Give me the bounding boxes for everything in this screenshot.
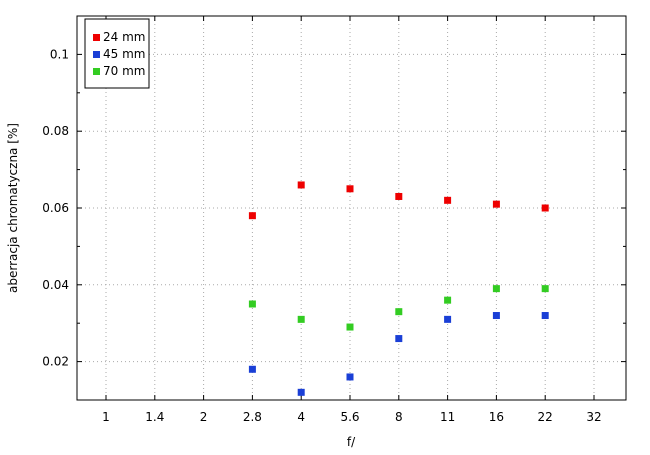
point-70mm [444, 296, 452, 304]
legend-item-45mm: 45 mm [93, 47, 145, 61]
legend-label-24mm: 24 mm [103, 30, 145, 44]
legend: 24 mm 45 mm 70 mm [84, 18, 150, 89]
x-axis-title: f/ [347, 435, 356, 449]
point-45mm [248, 365, 256, 373]
point-70mm [541, 285, 549, 293]
point-70mm [395, 308, 403, 316]
y-tick-label: 0.08 [42, 124, 69, 138]
point-45mm [346, 373, 354, 381]
x-tick-label: 16 [489, 410, 504, 424]
y-tick-label: 0.06 [42, 201, 69, 215]
point-24mm [395, 192, 403, 200]
point-70mm [248, 300, 256, 308]
x-tick-label: 5.6 [340, 410, 359, 424]
point-70mm [346, 323, 354, 331]
x-tick-label: 2 [200, 410, 208, 424]
point-24mm [541, 204, 549, 212]
point-24mm [346, 185, 354, 193]
legend-label-70mm: 70 mm [103, 64, 145, 78]
x-tick-label: 32 [586, 410, 601, 424]
x-tick-label: 1 [102, 410, 110, 424]
x-tick-label: 8 [395, 410, 403, 424]
x-tick-label: 1.4 [145, 410, 164, 424]
y-axis-title: aberracja chromatyczna [%] [6, 123, 20, 293]
x-tick-label: 4 [297, 410, 305, 424]
legend-swatch-24mm [93, 34, 100, 41]
point-45mm [444, 315, 452, 323]
y-tick-label: 0.04 [42, 278, 69, 292]
point-24mm [492, 200, 500, 208]
point-45mm [492, 312, 500, 320]
y-tick-label: 0.1 [50, 47, 69, 61]
grid [77, 16, 626, 400]
point-24mm [297, 181, 305, 189]
y-tick-label: 0.02 [42, 355, 69, 369]
point-70mm [297, 315, 305, 323]
point-24mm [248, 212, 256, 220]
data-points [248, 181, 549, 396]
x-tick-label: 11 [440, 410, 455, 424]
legend-item-24mm: 24 mm [93, 30, 145, 44]
point-45mm [395, 335, 403, 343]
point-45mm [297, 388, 305, 396]
point-24mm [444, 196, 452, 204]
point-45mm [541, 312, 549, 320]
x-tick-labels: 1 1.4 2 2.8 4 5.6 8 11 16 22 32 [102, 410, 601, 424]
legend-item-70mm: 70 mm [93, 64, 145, 78]
x-tick-label: 2.8 [243, 410, 262, 424]
legend-swatch-70mm [93, 68, 100, 75]
legend-label-45mm: 45 mm [103, 47, 145, 61]
x-tick-label: 22 [538, 410, 553, 424]
point-70mm [492, 285, 500, 293]
legend-swatch-45mm [93, 51, 100, 58]
y-tick-labels: 0.02 0.04 0.06 0.08 0.1 [42, 47, 69, 368]
